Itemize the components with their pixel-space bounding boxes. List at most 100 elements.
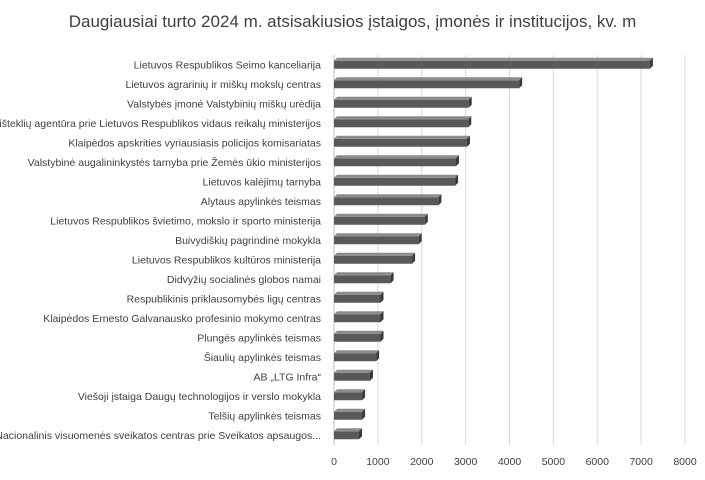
bar-side-face [359,428,363,440]
bar-face [334,60,650,69]
category-label: Didvyžių socialinės globos namai [167,274,321,286]
bar-face [334,158,456,167]
bar-top-face [334,213,428,217]
category-label: Lietuvos Respublikos Seimo kanceliarija [134,59,322,71]
bar-side-face [376,350,380,362]
category-label: Valstybinė augalininkystės tarnyba prie … [28,156,321,169]
bar-side-face [362,389,366,401]
x-tick-label: 2000 [410,456,434,468]
x-tick-label: 5000 [542,456,566,468]
bar-side-face [380,330,384,342]
x-tick-labels: 0 1000 2000 3000 4000 5000 6000 7000 8000 [331,456,697,468]
bar [334,116,472,128]
bar-top-face [334,77,523,81]
bar-face [334,314,381,323]
bar [334,194,442,206]
bar-side-face [418,233,422,245]
bar-face [334,119,469,128]
bar-top-face [334,350,380,354]
x-tick-label: 3000 [454,456,478,468]
bar-side-face [468,116,472,128]
bar-top-face [334,389,366,393]
bar-face [334,431,360,440]
x-tick-label: 7000 [629,456,653,468]
bar-top-face [334,57,653,61]
bar-side-face [412,252,416,264]
bar-side-face [380,291,384,303]
bar [334,233,422,245]
bar-top-face [334,252,416,256]
bar-face [334,294,381,303]
bar-face [334,99,469,108]
bar [334,428,363,440]
bar-face [334,333,381,342]
bar-side-face [438,194,442,206]
bar-top-face [334,369,373,373]
bar-face [334,255,413,264]
bar-top-face [334,96,472,100]
category-labels: Lietuvos Respublikos Seimo kanceliarija L… [0,59,321,442]
bar-top-face [334,408,366,412]
bar-side-face [468,96,472,108]
category-label: Viešoji įstaiga Daugų technologijos ir v… [78,391,321,403]
bar-face [334,411,363,420]
bar-side-face [519,77,523,89]
bar-top-face [334,116,472,120]
bar-side-face [466,135,470,147]
bar-top-face [334,291,384,295]
bar [334,57,653,69]
bar-top-face [334,311,384,315]
bar-side-face [390,272,394,284]
category-label: Lietuvos kalėjimų tarnyba [203,176,322,188]
bar-face [334,216,425,225]
category-label: AB „LTG Infra“ [254,371,322,383]
category-label: Šiaulių apylinkės teismas [204,351,321,364]
bar [334,389,366,401]
bar-top-face [334,428,363,432]
bar [334,135,470,147]
bar-side-face [455,155,459,167]
bar-side-face [455,174,459,186]
bar-top-face [334,330,384,334]
x-tick-label: 8000 [673,456,697,468]
bar-face [334,392,363,401]
category-label: Plungės apylinkės teismas [197,332,321,344]
bar-face [334,372,370,381]
category-label: Nacionalinis visuomenės sveikatos centra… [0,430,321,442]
bar [334,272,394,284]
bar-face [334,138,467,147]
bar-top-face [334,135,470,139]
bar [334,213,428,225]
category-label: Respublikinis priklausomybės ligų centra… [127,293,321,305]
bar-face [334,177,456,186]
bar-top-face [334,155,459,159]
bar-top-face [334,233,422,237]
bar-side-face [649,57,653,69]
category-label: Telšių apylinkės teismas [208,410,321,422]
bar [334,77,523,89]
bar [334,291,384,303]
bar [334,174,459,186]
bar-side-face [369,369,373,381]
x-tick-label: 6000 [586,456,610,468]
bar-face [334,236,419,245]
x-tick-label: 1000 [366,456,390,468]
bar [334,330,384,342]
category-label: Buivydiškių pagrindinė mokykla [175,235,321,247]
gridlines [333,55,686,445]
bar [334,96,472,108]
bar-face [334,80,520,89]
bar [334,155,459,167]
bar-side-face [424,213,428,225]
category-label: Valstybės įmonė Valstybinių miškų urėdij… [127,98,321,110]
bar-top-face [334,272,394,276]
category-label: Lietuvos Respublikos kultūros ministerij… [132,254,321,266]
category-label: Turto išteklių agentūra prie Lietuvos Re… [0,118,321,130]
bar-face [334,197,439,206]
bar [334,350,380,362]
bar-side-face [362,408,366,420]
category-label: Lietuvos Respublikos švietimo, mokslo ir… [50,215,321,227]
category-label: Klaipėdos apskrities vyriausiasis polici… [68,137,321,149]
